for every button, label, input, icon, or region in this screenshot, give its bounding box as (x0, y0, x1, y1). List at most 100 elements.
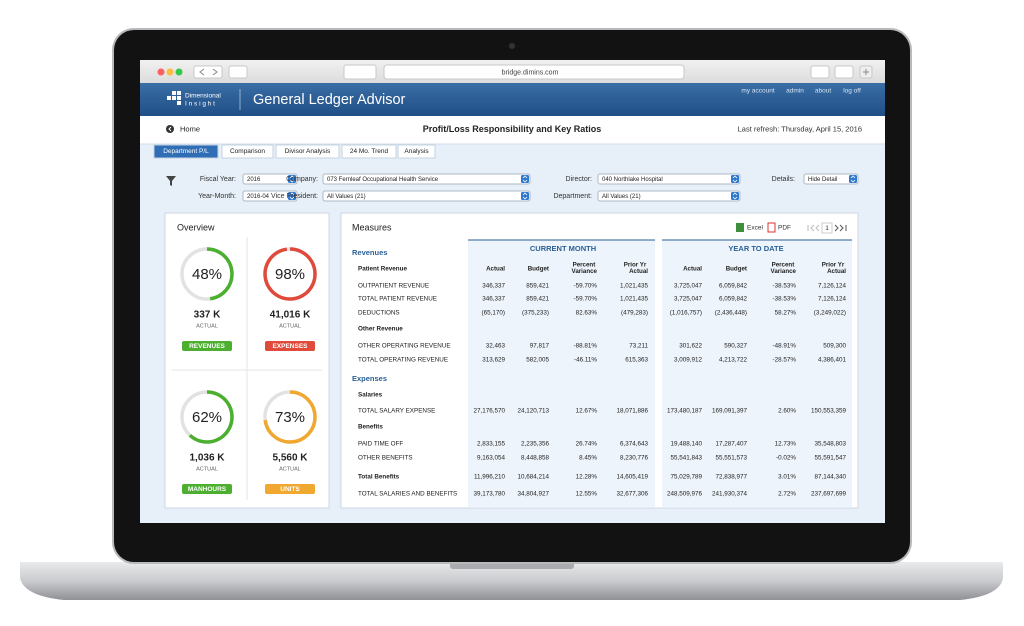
cell-value: 18,071,886 (616, 408, 648, 415)
filter-select[interactable] (242, 190, 298, 202)
select-arrows (289, 192, 295, 200)
export-excel[interactable]: Excel (747, 225, 763, 232)
cell-value: 32,463 (486, 343, 506, 350)
url: bridge.dimins.com (502, 69, 559, 76)
header-link[interactable]: my account (741, 88, 774, 95)
select-arrows (289, 175, 295, 183)
page-box[interactable] (821, 222, 833, 234)
tab[interactable] (397, 144, 436, 159)
filter-value: 073 Fernleaf Occupational Health Service (327, 177, 439, 183)
tabs-button[interactable] (834, 65, 854, 79)
pager-back[interactable] (807, 224, 820, 232)
cell-value: -38.53% (773, 296, 797, 303)
filter-select[interactable] (803, 173, 859, 185)
cell-value: 2.60% (778, 408, 796, 415)
gauge-badge-label[interactable]: REVENUES (189, 343, 225, 350)
tab-label[interactable]: Divisor Analysis (285, 148, 331, 155)
gauge-badge-label[interactable]: UNITS (280, 486, 300, 493)
row-label: Other Revenue (358, 326, 403, 333)
tab-label[interactable]: Analysis (404, 148, 429, 155)
sidebar-button[interactable] (228, 65, 248, 79)
nav-buttons[interactable] (193, 65, 223, 79)
header-link[interactable]: about (815, 88, 831, 95)
row-label: Benefits (358, 424, 383, 431)
tab-label[interactable]: Comparison (230, 148, 265, 155)
gauge-percent: 73% (275, 409, 305, 426)
cell-value: 2,833,155 (477, 441, 506, 448)
tab-label[interactable]: Department P/L (163, 148, 209, 155)
cell-value: 2.72% (778, 491, 796, 498)
gauge-badge[interactable] (182, 484, 232, 494)
cell-value: -48.91% (773, 343, 797, 350)
pdf-icon[interactable] (767, 222, 776, 233)
cell-value: 12.67% (576, 408, 598, 415)
tab[interactable] (275, 144, 340, 159)
select-arrow-box (731, 175, 739, 183)
filter-select[interactable] (597, 190, 741, 202)
window-zoom[interactable] (175, 68, 183, 76)
column-header: Percent Variance (572, 261, 598, 275)
cell-value: 237,697,699 (811, 491, 847, 498)
app-header (140, 83, 885, 116)
gauge-percent: 48% (192, 266, 222, 283)
cell-value: 313,629 (482, 357, 505, 364)
row-label: OUTPATIENT REVENUE (358, 283, 429, 290)
filter-select[interactable] (242, 173, 298, 185)
row-label: DEDUCTIONS (358, 310, 400, 317)
window-close[interactable] (157, 68, 165, 76)
select-arrow-box (288, 192, 296, 200)
cell-value: -88.81% (574, 343, 598, 350)
text-size-buttons[interactable] (343, 64, 377, 80)
home-icon[interactable] (166, 125, 174, 133)
cell-value: -46.11% (574, 357, 597, 364)
cell-value: -28.57% (773, 357, 797, 364)
share-button[interactable] (810, 65, 830, 79)
pager-forward[interactable] (834, 224, 847, 232)
cell-value: (65,170) (482, 310, 505, 317)
section-label: Expenses (352, 374, 387, 383)
excel-icon[interactable] (736, 223, 744, 232)
cell-value: -59.70% (574, 283, 598, 290)
cell-value: 26.74% (576, 441, 598, 448)
cell-value: 590,327 (724, 343, 747, 350)
cell-value: 10,684,214 (517, 474, 549, 481)
page-title: Profit/Loss Responsibility and Key Ratio… (423, 124, 602, 134)
window-minimize[interactable] (166, 68, 174, 76)
cell-value: 615,363 (625, 357, 648, 364)
header-link[interactable]: log off (843, 88, 861, 95)
home-link[interactable]: Home (180, 124, 200, 133)
tab[interactable] (153, 144, 219, 159)
address-bar[interactable] (383, 64, 685, 80)
cell-value: 14,605,419 (616, 474, 648, 481)
cell-value: -0.02% (776, 455, 796, 462)
cell-value: 346,337 (482, 283, 505, 290)
gauge-badge[interactable] (265, 341, 315, 351)
select-arrows (522, 192, 528, 200)
cell-value: 859,421 (526, 296, 549, 303)
tab-label[interactable]: 24 Mo. Trend (350, 148, 389, 155)
gauge-badge-label[interactable]: MANHOURS (188, 486, 227, 493)
export-pdf[interactable]: PDF (778, 225, 791, 232)
cell-value: 4,213,722 (719, 357, 748, 364)
cell-value: 150,553,359 (811, 408, 847, 415)
row-label: TOTAL SALARIES AND BENEFITS (358, 491, 457, 498)
gauge-badge[interactable] (182, 341, 232, 351)
gauge-badge[interactable] (265, 484, 315, 494)
cell-value: 72,838,977 (715, 474, 747, 481)
gauge-badge-label[interactable]: EXPENSES (272, 343, 308, 350)
tab[interactable] (341, 144, 397, 159)
filter-label: Fiscal Year: (200, 176, 236, 183)
cell-value: 4,386,401 (818, 357, 847, 364)
gauge-percent: 62% (192, 409, 222, 426)
header-link[interactable]: admin (786, 88, 804, 95)
cell-value: 73,211 (629, 343, 648, 350)
tab[interactable] (221, 144, 274, 159)
subheader (140, 116, 885, 144)
column-header: Prior Yr Actual (624, 261, 649, 275)
cell-value: 248,509,976 (667, 491, 703, 498)
cell-value: 11,996,210 (474, 474, 506, 481)
filter-select[interactable] (597, 173, 741, 185)
filter-select[interactable] (322, 173, 531, 185)
filter-select[interactable] (322, 190, 531, 202)
cell-value: 6,374,643 (620, 441, 649, 448)
